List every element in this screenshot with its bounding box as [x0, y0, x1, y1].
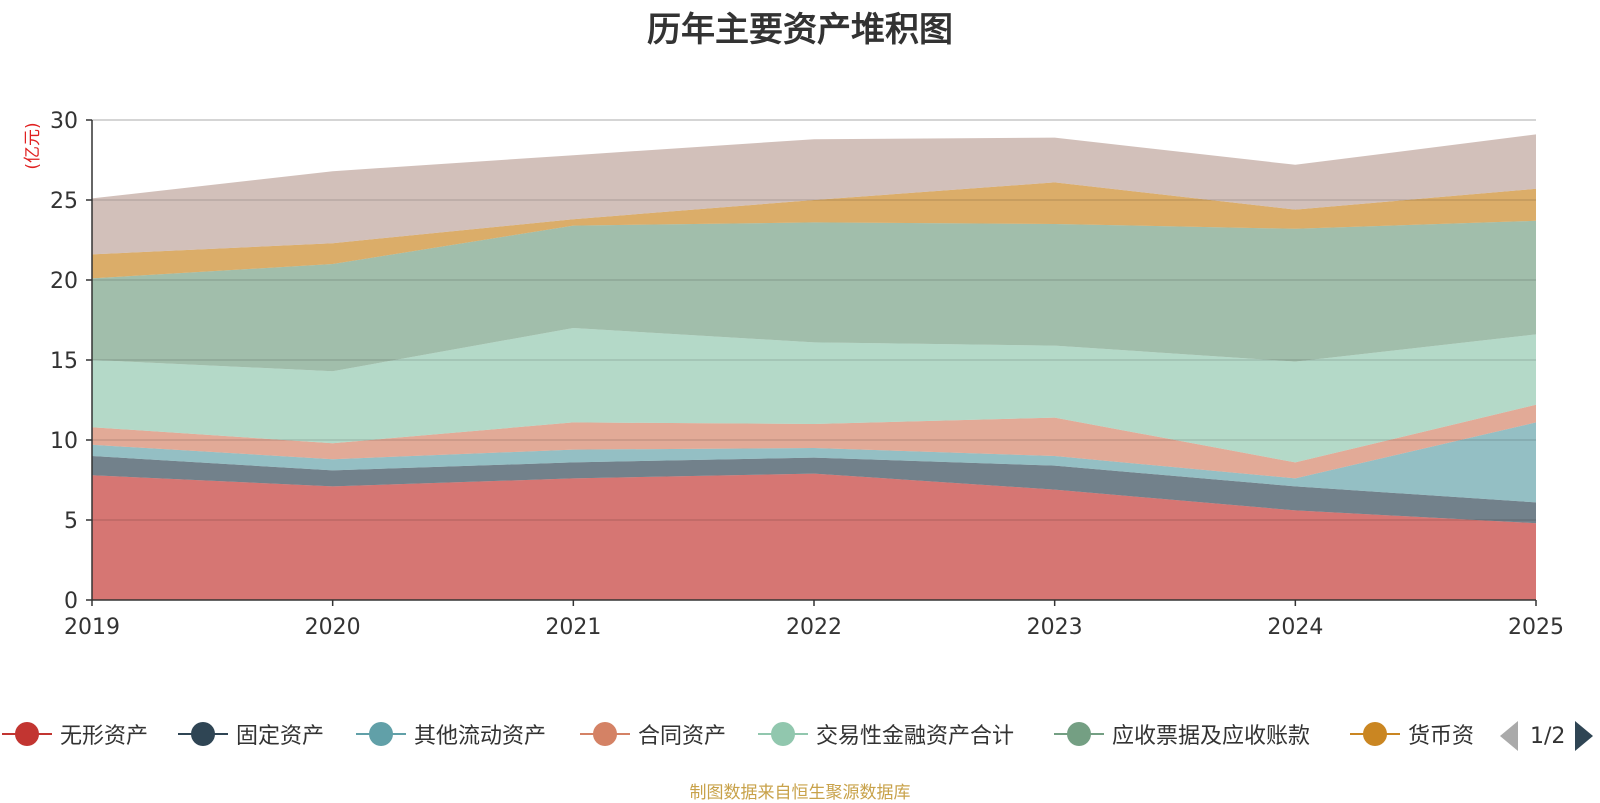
legend-marker-icon	[758, 714, 808, 754]
legend-label: 货币资	[1408, 724, 1475, 749]
legend-label: 固定资产	[236, 724, 325, 749]
legend-item-6[interactable]: 货币资	[1350, 714, 1474, 754]
area-series-6[interactable]	[92, 182, 1536, 279]
legend-pager: 1/2	[1500, 718, 1594, 754]
y-tick-label-1: 5	[64, 509, 78, 534]
legend-item-0[interactable]: 无形资产	[2, 714, 148, 754]
legend-marker-icon	[580, 714, 630, 754]
x-tick-label-0: 2019	[64, 615, 120, 640]
legend-item-2[interactable]: 其他流动资产	[356, 714, 546, 754]
x-tick-label-5: 2024	[1267, 615, 1323, 640]
area-series-3[interactable]	[92, 404, 1536, 479]
area-series-5[interactable]	[92, 220, 1536, 372]
y-tick-label-3: 15	[50, 349, 78, 374]
x-tick-label-6: 2025	[1508, 615, 1564, 640]
legend-marker-icon	[356, 714, 406, 754]
y-tick-label-4: 20	[50, 269, 78, 294]
legend-page-indicator: 1/2	[1530, 723, 1566, 749]
x-tick-label-2: 2021	[545, 615, 601, 640]
legend-item-5[interactable]: 应收票据及应收账款	[1054, 714, 1310, 754]
area-series-1[interactable]	[92, 456, 1536, 524]
x-tick-label-4: 2023	[1027, 615, 1083, 640]
area-series-7[interactable]	[92, 134, 1536, 255]
legend-label: 交易性金融资产合计	[816, 724, 1015, 749]
area-series-2[interactable]	[92, 422, 1536, 503]
area-series-0[interactable]	[92, 473, 1536, 600]
y-tick-label-0: 0	[64, 589, 78, 614]
legend-item-1[interactable]: 固定资产	[178, 714, 324, 754]
legend-prev-arrow-icon[interactable]	[1500, 721, 1518, 751]
legend-label: 其他流动资产	[414, 724, 547, 749]
area-series-4[interactable]	[92, 328, 1536, 463]
legend-item-3[interactable]: 合同资产	[580, 714, 726, 754]
legend-next-arrow-icon[interactable]	[1575, 721, 1594, 751]
y-tick-label-5: 25	[50, 189, 78, 214]
legend-label: 无形资产	[60, 724, 149, 749]
x-tick-label-3: 2022	[786, 615, 842, 640]
legend-label: 应收票据及应收账款	[1112, 724, 1311, 749]
legend-label: 合同资产	[638, 724, 727, 749]
legend-item-4[interactable]: 交易性金融资产合计	[758, 714, 1014, 754]
y-tick-label-6: 30	[50, 109, 78, 134]
chart-title: 历年主要资产堆积图	[647, 10, 953, 50]
legend: 无形资产 固定资产 其他流动资产 合同资产 交易性金融资产合计 应收票据及应收账款 货币资	[0, 714, 1600, 754]
y-tick-label-2: 10	[50, 429, 78, 454]
legend-marker-icon	[1054, 714, 1104, 754]
x-tick-label-1: 2020	[305, 615, 361, 640]
legend-marker-icon	[2, 714, 52, 754]
legend-marker-icon	[1350, 714, 1400, 754]
y-axis-unit-label: (亿元)	[23, 122, 43, 169]
legend-marker-icon	[178, 714, 228, 754]
source-note: 制图数据来自恒生聚源数据库	[689, 783, 911, 803]
